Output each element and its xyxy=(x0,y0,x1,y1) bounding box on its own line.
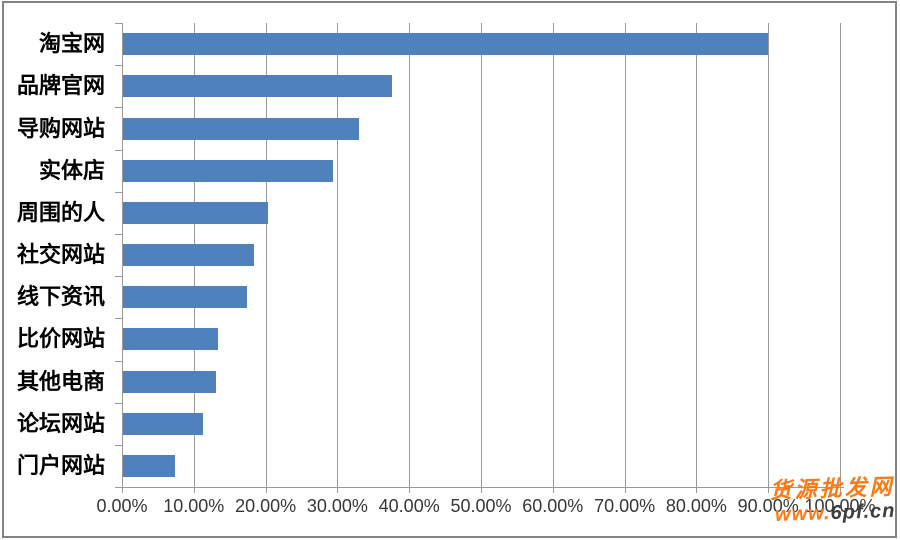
y-axis-tick xyxy=(115,107,122,109)
x-axis-tick xyxy=(481,487,482,493)
x-axis-tick xyxy=(409,487,411,493)
gridline xyxy=(409,23,411,487)
x-tick-label: 60.00% xyxy=(522,496,584,516)
x-tick-label: 80.00% xyxy=(665,496,727,516)
bar xyxy=(123,117,360,140)
category-label: 线下资讯 xyxy=(16,284,105,310)
bar xyxy=(123,370,216,393)
category-label: 门户网站 xyxy=(16,452,105,478)
y-axis-tick xyxy=(115,318,122,320)
x-axis-tick xyxy=(840,487,841,493)
gridline xyxy=(696,23,698,487)
x-tick-label: 50.00% xyxy=(450,496,512,516)
gridline xyxy=(552,23,554,487)
bar xyxy=(123,412,203,435)
y-axis-tick xyxy=(115,233,122,235)
y-axis-tick xyxy=(115,360,122,362)
y-axis-line xyxy=(122,23,123,487)
y-axis-tick xyxy=(115,191,122,193)
bar xyxy=(123,286,248,309)
gridline xyxy=(840,23,841,487)
gridline xyxy=(481,23,482,487)
y-axis-tick xyxy=(115,402,122,404)
x-axis-tick xyxy=(337,487,339,493)
x-tick-label: 0.00% xyxy=(96,496,148,516)
category-label: 社交网站 xyxy=(16,242,105,267)
gridline xyxy=(768,23,770,487)
y-axis-tick xyxy=(115,149,122,151)
x-axis-tick xyxy=(122,487,123,493)
bar xyxy=(123,159,333,182)
y-axis-tick xyxy=(115,23,122,24)
x-axis-tick xyxy=(624,487,626,493)
category-label: 实体店 xyxy=(38,157,105,183)
y-axis-tick xyxy=(115,276,122,278)
category-label: 其他电商 xyxy=(16,368,105,394)
x-tick-label: 20.00% xyxy=(235,496,297,516)
x-axis-tick xyxy=(768,487,770,493)
x-axis-tick xyxy=(265,487,267,493)
bar xyxy=(123,244,254,266)
category-label: 品牌官网 xyxy=(16,73,105,99)
y-axis-tick xyxy=(115,487,122,488)
bar xyxy=(123,75,393,98)
x-tick-label: 100.00% xyxy=(804,496,876,516)
bar xyxy=(123,201,268,224)
category-label: 导购网站 xyxy=(16,115,105,141)
category-label: 周围的人 xyxy=(16,199,105,225)
bar xyxy=(123,328,218,351)
x-tick-label: 90.00% xyxy=(737,496,799,516)
gridline xyxy=(337,23,339,487)
x-tick-label: 40.00% xyxy=(378,496,440,516)
x-tick-label: 70.00% xyxy=(594,496,656,516)
x-axis-line xyxy=(115,487,844,488)
bar xyxy=(123,33,768,56)
gridline xyxy=(265,23,267,487)
y-axis-tick xyxy=(115,444,122,446)
x-tick-label: 30.00% xyxy=(306,496,368,516)
x-tick-label: 10.00% xyxy=(163,496,225,516)
gridline xyxy=(624,23,626,487)
x-axis-tick xyxy=(552,487,554,493)
category-label: 论坛网站 xyxy=(16,410,105,436)
bar xyxy=(123,454,176,477)
category-label: 比价网站 xyxy=(16,326,105,352)
y-axis-tick xyxy=(115,65,122,67)
x-axis-tick xyxy=(696,487,698,493)
category-label: 淘宝网 xyxy=(38,31,105,57)
x-axis-tick xyxy=(193,487,195,493)
